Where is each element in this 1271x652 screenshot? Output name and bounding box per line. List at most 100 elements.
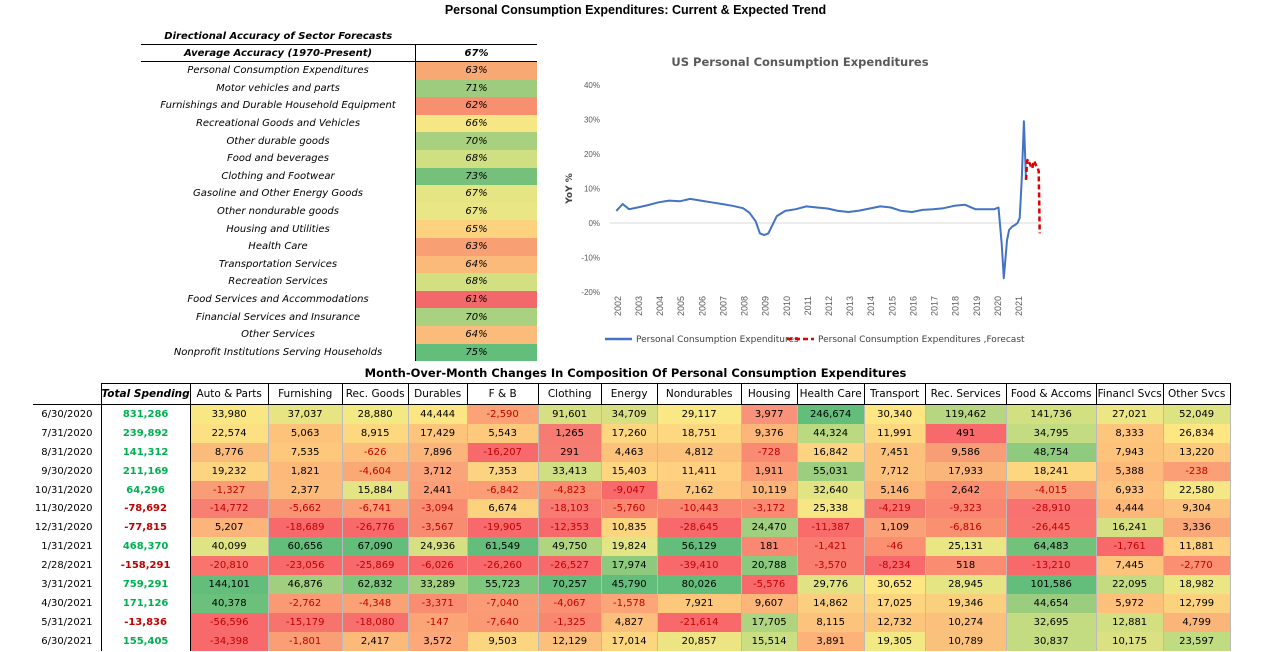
component-cell: -626	[342, 442, 409, 462]
y-tick-label: -10%	[581, 254, 600, 263]
accuracy-row: Transportation Services 64%	[141, 255, 537, 274]
x-tick-label: 2017	[930, 296, 940, 316]
table-row: 6/30/2021 155,405 -34,398 -1,801 2,417 3,572 9…	[33, 631, 1231, 651]
accuracy-table-title: Directional Accuracy of Sector Forecasts	[141, 28, 416, 45]
component-cell: -20,810	[190, 556, 269, 576]
accuracy-sector-label: Clothing and Footwear	[221, 170, 335, 182]
component-cell: 67,090	[342, 537, 409, 557]
component-cell: 1,265	[538, 423, 602, 443]
component-cell: 15,514	[741, 631, 798, 651]
table-row: 10/31/2020 64,296 -1,327 2,377 15,884 2,441 -6…	[33, 480, 1231, 500]
component-cell: 17,014	[601, 631, 658, 651]
accuracy-row: Recreational Goods and Vehicles 66%	[141, 114, 537, 133]
component-cell: 34,709	[601, 404, 658, 424]
x-tick-label: 2014	[866, 296, 876, 316]
accuracy-row: Recreation Services 68%	[141, 273, 537, 291]
total-spending-cell: 468,370	[100, 537, 191, 557]
series-line-actual	[615, 120, 1027, 280]
component-cell: -21,614	[657, 612, 742, 632]
component-cell: 5,207	[190, 518, 269, 538]
row-date: 9/30/2020	[41, 465, 93, 477]
accuracy-row: Personal Consumption Expenditures 63%	[141, 61, 537, 80]
component-cell: -19,905	[467, 518, 539, 538]
accuracy-sector-label: Recreational Goods and Vehicles	[195, 118, 361, 130]
component-cell: 13,220	[1163, 442, 1231, 462]
total-spending-cell: 155,405	[100, 631, 191, 651]
x-tick-label: 2019	[972, 296, 982, 316]
legend-label-forecast: Personal Consumption Expenditures ,Forec…	[818, 335, 1025, 345]
component-cell: -14,772	[190, 499, 269, 519]
x-tick-label: 2020	[993, 296, 1003, 316]
column-header: Clothing	[537, 383, 602, 405]
component-cell: 141,736	[1006, 404, 1097, 424]
column-header: Health Care	[796, 383, 865, 405]
component-cell: 6,674	[467, 499, 539, 519]
x-tick-label: 2003	[634, 296, 644, 316]
accuracy-value-cell: 68%	[415, 149, 537, 168]
accuracy-row: Other durable goods 70%	[141, 132, 537, 150]
column-header: Durables	[407, 383, 468, 405]
component-cell: 11,991	[864, 423, 926, 443]
component-cell: 7,896	[408, 442, 468, 462]
component-cell: 144,101	[190, 575, 269, 594]
component-cell: 4,463	[601, 442, 658, 462]
accuracy-value-cell: 70%	[415, 308, 537, 326]
x-tick-label: 2008	[740, 296, 750, 316]
component-cell: 2,377	[268, 480, 343, 500]
component-cell: 5,146	[864, 480, 926, 500]
total-spending-cell: -77,815	[100, 518, 191, 538]
component-cell: 12,732	[864, 612, 926, 632]
component-cell: 8,915	[342, 423, 409, 443]
component-cell: 4,827	[601, 612, 658, 632]
component-cell: -5,760	[601, 499, 658, 519]
accuracy-row: Other Services 64%	[141, 325, 537, 344]
component-cell: 17,705	[741, 612, 798, 632]
component-cell: 9,376	[741, 423, 798, 443]
x-tick-label: 2015	[887, 296, 897, 316]
component-cell: 91,601	[538, 404, 602, 424]
accuracy-value-cell: 75%	[415, 343, 537, 362]
column-header: Rec. Services	[924, 383, 1007, 405]
accuracy-value-cell: 63%	[415, 237, 537, 256]
component-cell: 55,031	[797, 461, 865, 481]
y-tick-label: 0%	[588, 219, 600, 228]
component-cell: -11,387	[797, 518, 865, 538]
accuracy-sector-label: Food Services and Accommodations	[187, 294, 369, 306]
component-cell: 48,754	[1006, 442, 1097, 462]
row-date: 7/31/2020	[41, 427, 93, 439]
accuracy-sector-label: Furnishings and Durable Household Equipm…	[160, 100, 396, 112]
x-tick-label: 2021	[1014, 296, 1024, 316]
component-cell: 24,936	[408, 537, 468, 557]
row-date: 10/31/2020	[34, 484, 93, 496]
component-cell: 34,795	[1006, 423, 1097, 443]
row-date: 8/31/2020	[41, 446, 93, 458]
component-cell: 9,586	[925, 442, 1007, 462]
component-cell: -1,421	[797, 537, 865, 557]
total-spending-cell: -158,291	[100, 556, 191, 576]
row-date: 11/30/2020	[34, 503, 93, 515]
total-spending-cell: 239,892	[100, 423, 191, 443]
component-cell: 70,257	[538, 575, 602, 594]
component-cell: 29,117	[657, 404, 742, 424]
component-cell: -728	[741, 442, 798, 462]
column-header: Nondurables	[656, 383, 742, 405]
column-header: Rec. Goods	[341, 383, 409, 405]
x-tick-label: 2004	[655, 296, 665, 316]
x-tick-label: 2011	[803, 296, 813, 315]
component-cell: -39,410	[657, 556, 742, 576]
component-cell: 19,346	[925, 593, 1007, 613]
component-cell: 32,695	[1006, 612, 1097, 632]
component-cell: -1,327	[190, 480, 269, 500]
component-cell: 19,232	[190, 461, 269, 481]
row-date: 6/30/2020	[41, 408, 93, 420]
total-spending-cell: 141,312	[100, 442, 191, 462]
y-tick-label: 10%	[584, 185, 600, 194]
total-spending-cell: -78,692	[100, 499, 191, 519]
component-cell: 7,445	[1096, 556, 1164, 576]
x-tick-label: 2010	[782, 296, 792, 316]
component-cell: 19,824	[601, 537, 658, 557]
column-header: Food & Accoms	[1005, 383, 1097, 405]
component-cell: 20,857	[657, 631, 742, 651]
component-cell: -1,325	[538, 612, 602, 632]
table-row: 7/31/2020 239,892 22,574 5,063 8,915 17,429 5,…	[33, 423, 1231, 443]
